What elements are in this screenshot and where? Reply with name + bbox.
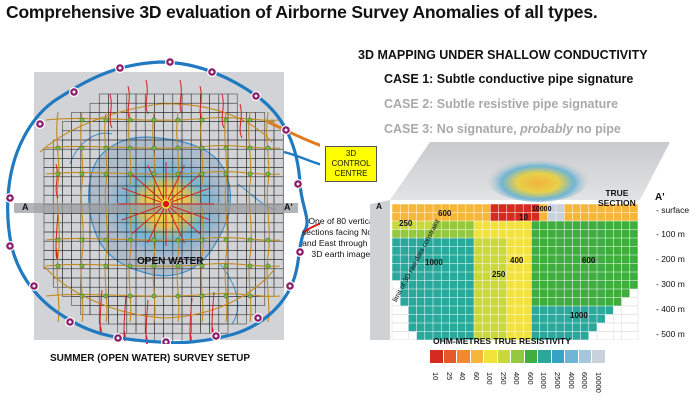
section-value-6: 400 <box>510 256 524 265</box>
section-value-8: 600 <box>582 256 596 265</box>
scale-swatch <box>524 350 539 363</box>
control-line-1: 3D <box>345 149 357 158</box>
scale-swatch <box>497 350 512 363</box>
section-note: One of 80 vertical sections facing North… <box>301 216 383 259</box>
scale-swatch <box>443 350 458 363</box>
scale-label: 4000 <box>566 372 576 389</box>
control-line-3: CENTRE <box>334 169 368 178</box>
scale-label: 400 <box>512 372 522 385</box>
survey-caption: SUMMER (OPEN WATER) SURVEY SETUP <box>50 353 251 364</box>
resistivity-title: OHM-METRES TRUE RESISTIVITY <box>433 336 571 346</box>
line-label-a: A <box>22 202 29 212</box>
depth-400: - 400 m <box>656 304 685 314</box>
true-section-line-1: TRUE <box>605 188 629 198</box>
case-1-label: CASE 1: Subtle conductive pipe signature <box>384 72 634 86</box>
scale-label: 10 <box>431 372 441 381</box>
scale-label: 100 <box>485 372 495 385</box>
section-value-9: 1000 <box>570 311 588 320</box>
page-title: Comprehensive 3D evaluation of Airborne … <box>6 2 598 22</box>
section-cells <box>391 204 639 340</box>
scale-label: 250 <box>498 372 508 385</box>
case-3-label: CASE 3: No signature, probably no pipe <box>384 122 621 136</box>
scale-label: 6000 <box>580 372 590 389</box>
scale-swatch <box>457 350 471 363</box>
depth-surface: - surface <box>656 205 690 215</box>
true-section-block <box>370 142 670 340</box>
section-value-4: 250 <box>399 219 413 228</box>
case-3-suffix: no pipe <box>572 122 621 136</box>
ray-lines <box>55 79 243 344</box>
scale-swatch <box>511 350 525 363</box>
section-pointer-arrow <box>303 222 320 233</box>
centre-sensor <box>161 199 171 209</box>
true-section-line-2: SECTION <box>598 198 636 208</box>
section-label-a-prime: A' <box>655 192 665 203</box>
control-cable <box>267 120 320 147</box>
scale-label: 25 <box>444 372 454 381</box>
loop-electrodes <box>4 57 306 344</box>
section-label-a: A <box>376 201 383 211</box>
receiver-nodes <box>55 117 271 299</box>
resistivity-scale <box>430 350 606 363</box>
depth-300: - 300 m <box>656 279 685 289</box>
depth-200: - 200 m <box>656 254 685 264</box>
scale-label: 600 <box>525 372 535 385</box>
scale-swatch <box>565 350 579 363</box>
depth-100: - 100 m <box>656 229 685 239</box>
line-label-a-prime: A' <box>284 202 293 212</box>
mapping-heading: 3D MAPPING UNDER SHALLOW CONDUCTIVITY <box>358 48 648 62</box>
scale-swatch <box>578 350 593 363</box>
scale-label: 60 <box>471 372 481 381</box>
scale-swatch <box>430 350 444 363</box>
scale-label: 10000 <box>593 372 603 393</box>
section-value-1: 600 <box>438 209 452 218</box>
scale-swatch <box>484 350 498 363</box>
scale-label: 2500 <box>553 372 562 389</box>
control-centre-box: 3D CONTROL CENTRE <box>325 146 377 182</box>
open-water-label: OPEN WATER <box>137 256 204 267</box>
section-grid <box>391 203 639 340</box>
scale-swatch <box>592 350 606 363</box>
scale-swatch <box>551 350 566 363</box>
survey-map: A A' OPEN WATER <box>4 57 320 344</box>
control-line-2: CONTROL <box>331 159 371 168</box>
scale-swatch <box>470 350 485 363</box>
case-3-prefix: CASE 3: No signature, <box>384 122 521 136</box>
section-value-7: 250 <box>492 270 506 279</box>
block-side-face <box>370 200 390 340</box>
section-value-2: 10 <box>519 213 528 222</box>
depth-500: - 500 m <box>656 329 685 339</box>
true-section-label: TRUE SECTION <box>598 188 636 208</box>
scale-label: 1000 <box>539 372 549 389</box>
scale-label: 40 <box>458 372 468 381</box>
section-value-5: 1000 <box>425 258 443 267</box>
scale-swatch <box>538 350 552 363</box>
section-value-3: 10000 <box>532 206 552 213</box>
case-3-emphasis: probably <box>520 122 573 136</box>
case-2-label: CASE 2: Subtle resistive pipe signature <box>384 97 619 111</box>
